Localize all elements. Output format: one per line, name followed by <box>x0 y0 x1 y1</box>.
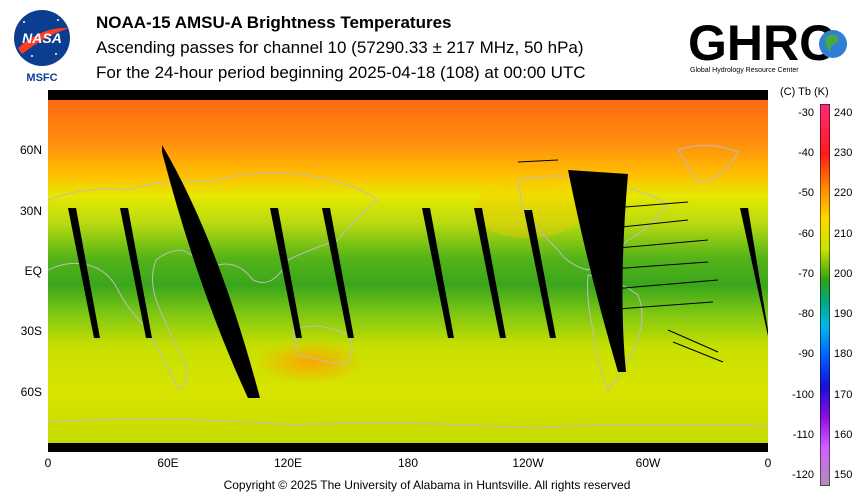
ghrc-caption: Global Hydrology Resource Center <box>690 67 799 74</box>
warm-anomaly <box>255 340 365 384</box>
colorbar-celsius-tick: -90 <box>798 348 814 361</box>
colorbar-celsius-tick: -80 <box>798 308 814 321</box>
latitude-label: EQ <box>24 264 42 278</box>
longitude-label: 60W <box>635 456 661 470</box>
colorbar-celsius-tick: -70 <box>798 267 814 280</box>
longitude-label: 180 <box>397 456 419 470</box>
page-title: NOAA-15 AMSU-A Brightness Temperatures <box>96 13 452 32</box>
latitude-label: 60N <box>19 143 42 158</box>
map-svg <box>47 90 769 452</box>
colorbar-celsius-tick: -40 <box>798 147 814 160</box>
latitude-label: 30N <box>19 203 42 218</box>
longitude-label: 120E <box>273 456 303 470</box>
copyright-text: Copyright © 2025 The University of Alaba… <box>223 478 631 492</box>
colorbar-celsius-tick: -110 <box>792 428 814 441</box>
page-subtitle: Ascending passes for channel 10 (57290.3… <box>96 38 584 57</box>
colorbar-kelvin-tick: 210 <box>834 227 853 240</box>
scan-lines <box>517 159 724 363</box>
nasa-logo: NASA MSFC <box>12 8 76 86</box>
brightness-temperature-map <box>47 90 769 452</box>
longitude-label: 60E <box>157 456 179 470</box>
colorbar-celsius-tick: -30 <box>798 107 814 119</box>
colorbar-kelvin-tick: 230 <box>834 147 853 160</box>
colorbar-kelvin-tick: 150 <box>834 469 853 481</box>
colorbar <box>819 103 831 487</box>
temperature-field <box>48 100 768 443</box>
colorbar-celsius-tick: -100 <box>791 388 814 401</box>
colorbar-kelvin-tick: 180 <box>834 348 853 361</box>
swath-gaps <box>68 145 768 398</box>
longitude-label: 0 <box>764 456 772 470</box>
colorbar-celsius-tick: -60 <box>798 227 814 240</box>
ghrc-logo-text: GHRC <box>688 15 835 71</box>
colorbar-kelvin-tick: 170 <box>834 388 853 401</box>
colorbar-kelvin-tick: 240 <box>834 107 853 119</box>
latitude-label: 60S <box>20 384 42 399</box>
longitude-label: 120W <box>512 456 544 470</box>
period-text: For the 24-hour period beginning 2025-04… <box>96 63 586 82</box>
colorbar-header: (C) Tb (K) <box>780 86 829 98</box>
colorbar-celsius-tick: -120 <box>791 469 814 481</box>
latitude-label: 30S <box>20 324 42 339</box>
colorbar-kelvin-tick: 190 <box>834 308 853 321</box>
longitude-label: 0 <box>44 456 52 470</box>
nasa-logo-text: NASA <box>22 30 62 46</box>
nasa-center-text: MSFC <box>26 72 57 84</box>
ghrc-logo: GHRC Global Hydrology Resource Center <box>686 8 851 78</box>
colorbar-kelvin-tick: 160 <box>834 428 853 441</box>
colorbar-celsius-tick: -50 <box>798 187 814 200</box>
title-block: NOAA-15 AMSU-A Brightness Temperatures A… <box>96 10 586 85</box>
colorbar-kelvin-tick: 220 <box>834 187 853 200</box>
colorbar-kelvin-tick: 200 <box>834 267 853 280</box>
